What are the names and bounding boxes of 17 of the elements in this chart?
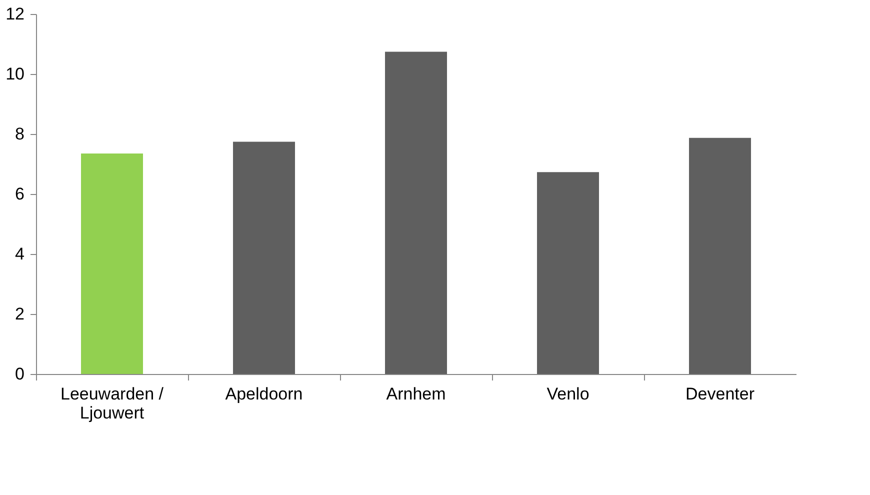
bar xyxy=(689,138,751,374)
y-tick-label: 4 xyxy=(15,244,24,264)
x-tick-label: Leeuwarden / Ljouwert xyxy=(60,384,164,422)
y-tick-label: 10 xyxy=(6,64,24,84)
bar xyxy=(385,52,447,374)
y-tick-label: 0 xyxy=(15,364,24,384)
y-tick-label: 8 xyxy=(15,124,24,144)
x-tick-label: Deventer xyxy=(686,384,755,404)
bar xyxy=(81,154,143,374)
y-tick-label: 6 xyxy=(15,184,24,204)
x-tick-label: Arnhem xyxy=(386,384,446,404)
y-tick-label: 2 xyxy=(15,304,24,324)
bar xyxy=(233,142,295,374)
x-tick-label: Venlo xyxy=(546,384,590,404)
x-tick-label: Apeldoorn xyxy=(225,384,303,404)
bar xyxy=(537,172,599,374)
y-tick-label: 12 xyxy=(6,4,24,24)
